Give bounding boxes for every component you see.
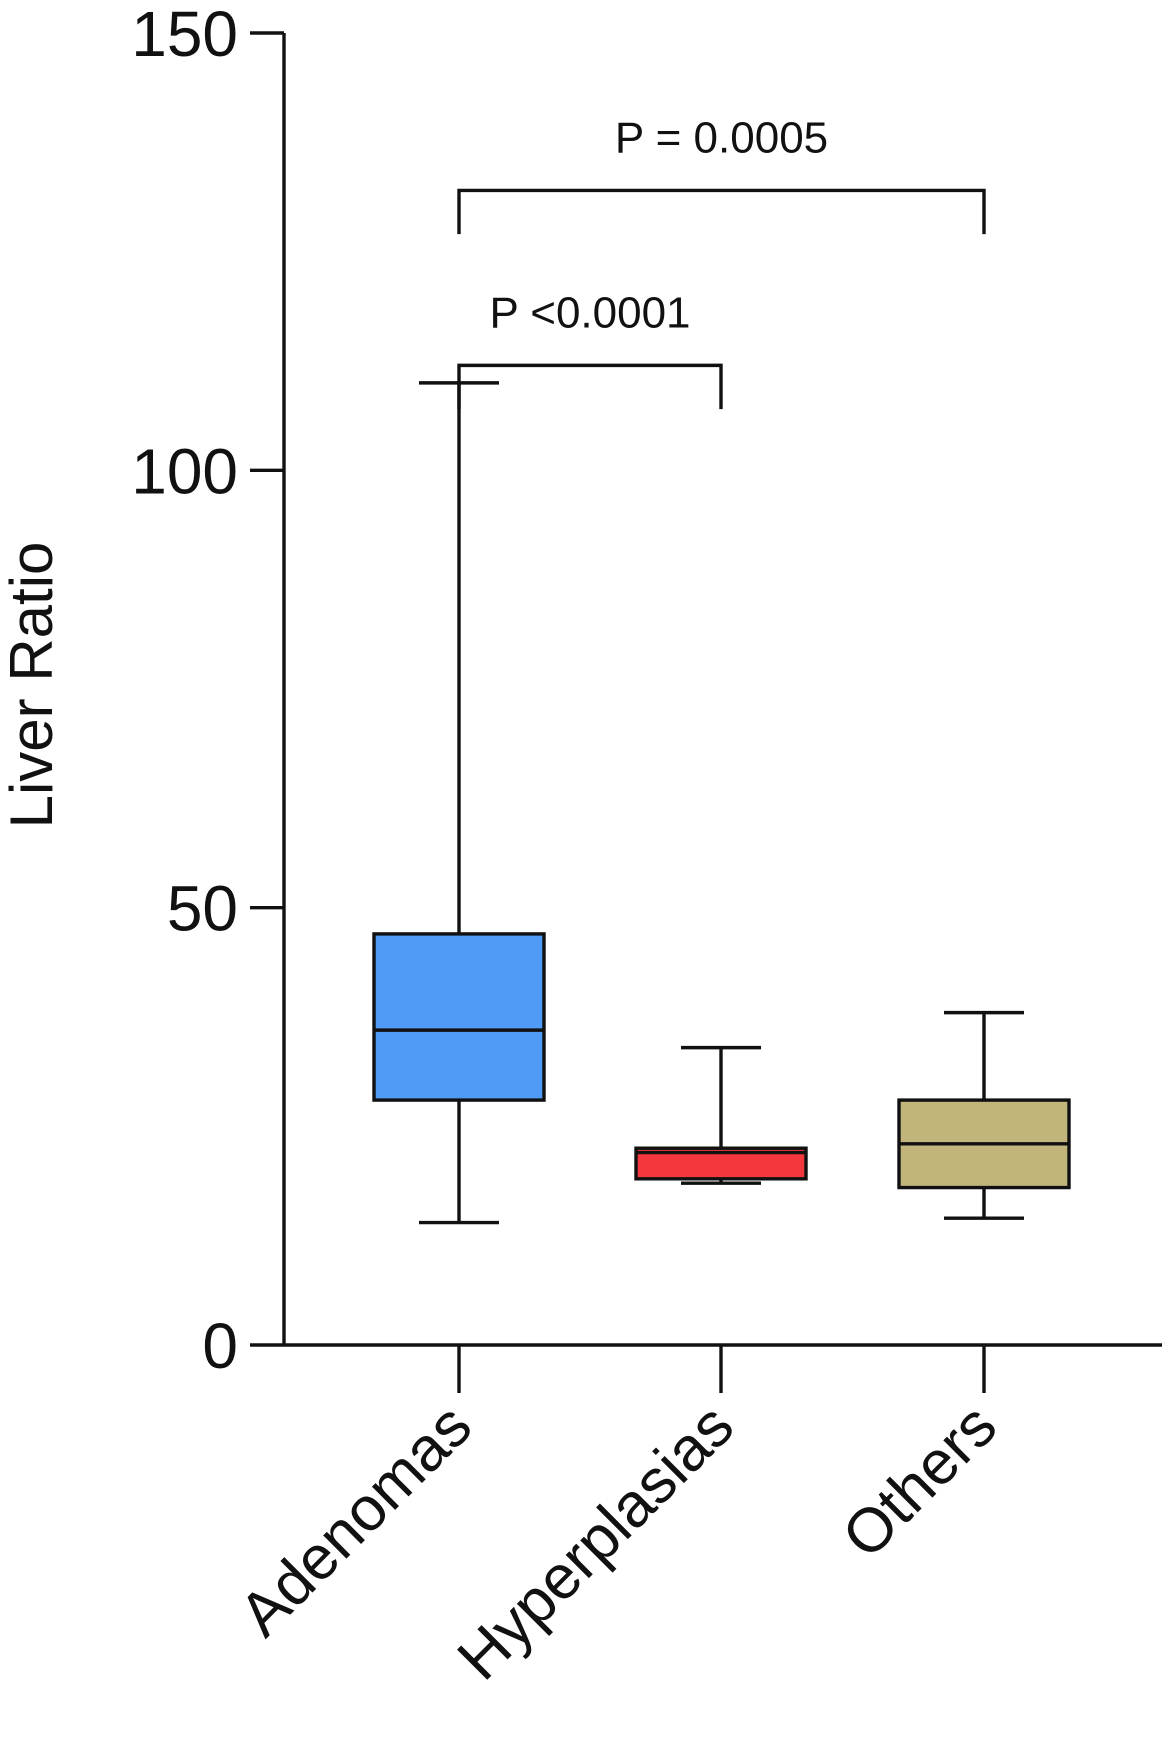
y-tick-label: 150 (131, 0, 238, 70)
significance-brackets: P = 0.0005 P <0.0001 (457, 113, 986, 410)
y-tick-label: 100 (131, 435, 238, 507)
iqr-box (372, 932, 546, 1102)
y-tick-label: 50 (167, 873, 238, 945)
p-value-label: P = 0.0005 (615, 113, 828, 162)
bracket-line (457, 363, 723, 410)
box-hyperplasias (634, 1045, 808, 1185)
box-adenomas (372, 381, 546, 1225)
bracket-line (457, 188, 986, 235)
box-series (372, 381, 1071, 1225)
x-tick-label: Hyperplasias (445, 1391, 747, 1693)
significance-bracket: P = 0.0005 (457, 113, 986, 235)
x-tick-label: Others (830, 1391, 1010, 1571)
p-value-label: P <0.0001 (489, 288, 690, 337)
significance-bracket: P <0.0001 (457, 288, 723, 410)
y-tick-label: 0 (202, 1310, 238, 1382)
box-others (897, 1010, 1071, 1220)
x-tick-label: Adenomas (227, 1391, 485, 1649)
y-axis-label: Liver Ratio (0, 542, 65, 829)
